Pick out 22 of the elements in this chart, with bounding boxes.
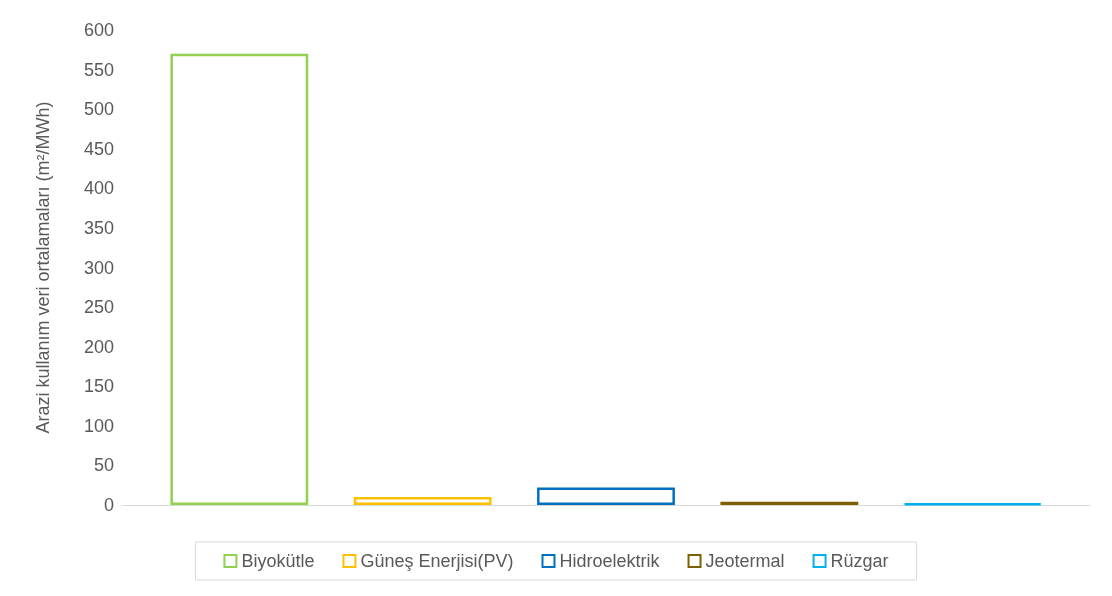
y-tick-label: 200 [83,336,114,357]
y-tick-label: 100 [83,415,114,436]
y-tick-label: 300 [83,257,114,278]
y-tick-label: 600 [83,20,114,40]
y-tick-label: 350 [83,217,114,238]
legend-label: Güneş Enerjisi(PV) [360,551,514,571]
y-tick-label: 250 [83,297,114,318]
y-tick-label: 400 [83,178,114,199]
bar [537,487,675,505]
legend-label: Rüzgar [830,551,889,571]
legend-label: Biyokütle [241,551,315,571]
bar [353,497,492,505]
y-tick-label: 450 [83,138,114,159]
legend-label: Jeotermal [705,551,785,571]
y-axis-title: Arazi kullanım veri ortalamaları (m²/MWh) [33,101,53,434]
legend-label: Hidroelektrik [559,551,661,571]
bar [170,53,309,505]
y-tick-label: 150 [83,376,114,397]
y-tick-label: 550 [83,59,114,80]
y-tick-label: 50 [93,455,114,476]
y-tick-label: 0 [103,495,114,515]
y-tick-label: 500 [83,99,114,120]
